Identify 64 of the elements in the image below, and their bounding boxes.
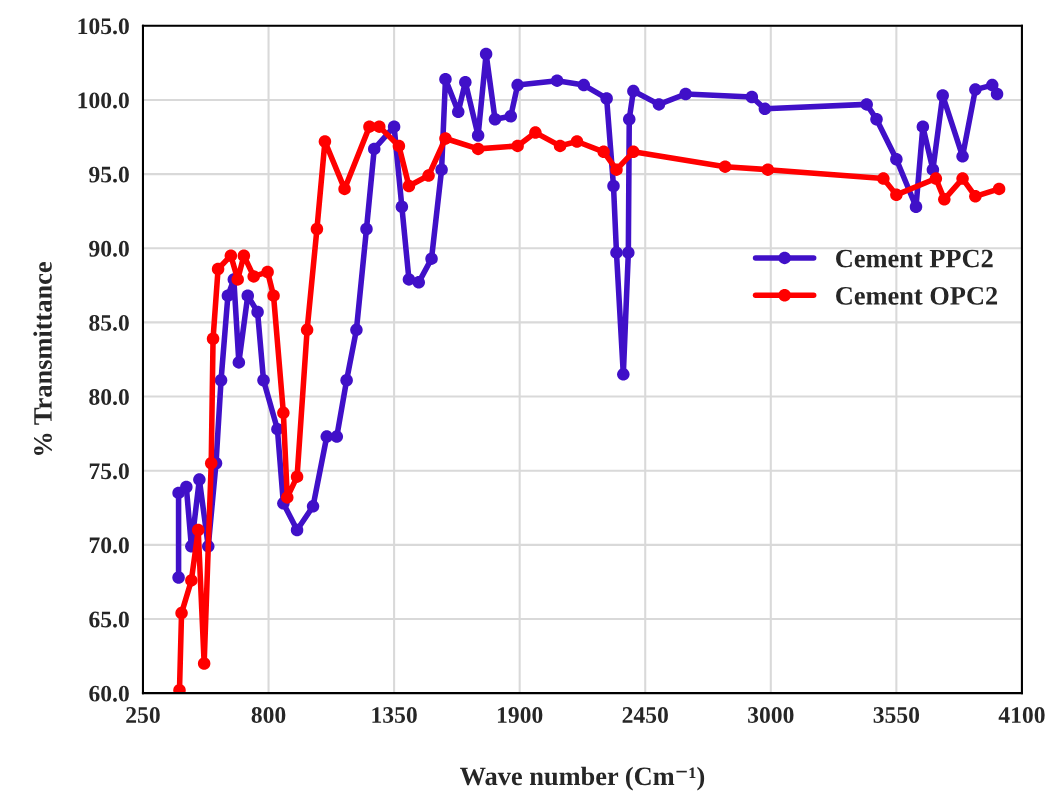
point <box>402 179 416 193</box>
point <box>277 406 290 420</box>
point <box>392 139 406 153</box>
x-tick-label: 800 <box>251 707 286 723</box>
point <box>610 163 623 176</box>
y-tick-label: 60.0 <box>89 685 129 702</box>
point <box>471 142 485 156</box>
point <box>197 657 211 670</box>
y-tick-label: 105.0 <box>78 18 129 35</box>
y-tick-label: 70.0 <box>89 537 129 554</box>
point <box>231 273 244 286</box>
x-tick-label: 1900 <box>497 707 543 723</box>
point <box>191 523 205 537</box>
point <box>206 332 220 345</box>
point <box>338 182 351 196</box>
y-tick-label: 95.0 <box>89 166 129 183</box>
point <box>300 323 314 337</box>
y-tick-label: 80.0 <box>89 389 129 406</box>
point <box>890 188 903 202</box>
point <box>247 270 260 283</box>
y-tick-label: 90.0 <box>89 240 129 257</box>
y-tick-label: 65.0 <box>89 611 129 628</box>
y-tick-label: 75.0 <box>89 463 129 480</box>
point <box>929 172 943 185</box>
point <box>267 289 280 302</box>
point <box>992 182 1006 196</box>
point <box>175 606 188 620</box>
x-tick-label: 3550 <box>873 707 920 723</box>
point <box>511 139 524 153</box>
legend-label: Cement PPC2 <box>836 249 993 268</box>
point <box>553 139 567 153</box>
legend-label: Cement OPC2 <box>836 286 998 305</box>
point <box>956 172 969 185</box>
point <box>211 262 225 276</box>
point <box>718 160 732 173</box>
x-tick-label: 4100 <box>998 707 1045 723</box>
point <box>877 172 890 185</box>
point <box>597 145 610 159</box>
y-axis-title: % Transmittance <box>33 262 52 455</box>
point <box>261 265 274 279</box>
point <box>310 222 324 236</box>
point <box>439 132 452 145</box>
point <box>373 120 386 133</box>
point <box>422 169 435 182</box>
point <box>237 249 251 262</box>
point <box>529 126 542 139</box>
point <box>570 135 584 148</box>
point <box>761 163 775 176</box>
point <box>204 457 218 470</box>
x-tick-label: 2450 <box>622 707 668 723</box>
x-tick-label: 250 <box>126 707 160 723</box>
x-axis-title: Wave number (Cm⁻¹) <box>460 766 705 791</box>
point <box>627 145 640 159</box>
x-tick-label: 1350 <box>372 707 417 723</box>
point <box>969 190 982 203</box>
y-tick-label: 100.0 <box>78 92 129 109</box>
point <box>318 135 332 148</box>
point <box>185 574 198 587</box>
point <box>290 470 304 483</box>
point <box>281 491 294 504</box>
point <box>938 193 951 206</box>
y-tick-label: 85.0 <box>89 314 129 331</box>
point <box>224 249 238 262</box>
x-tick-label: 3000 <box>748 707 794 723</box>
